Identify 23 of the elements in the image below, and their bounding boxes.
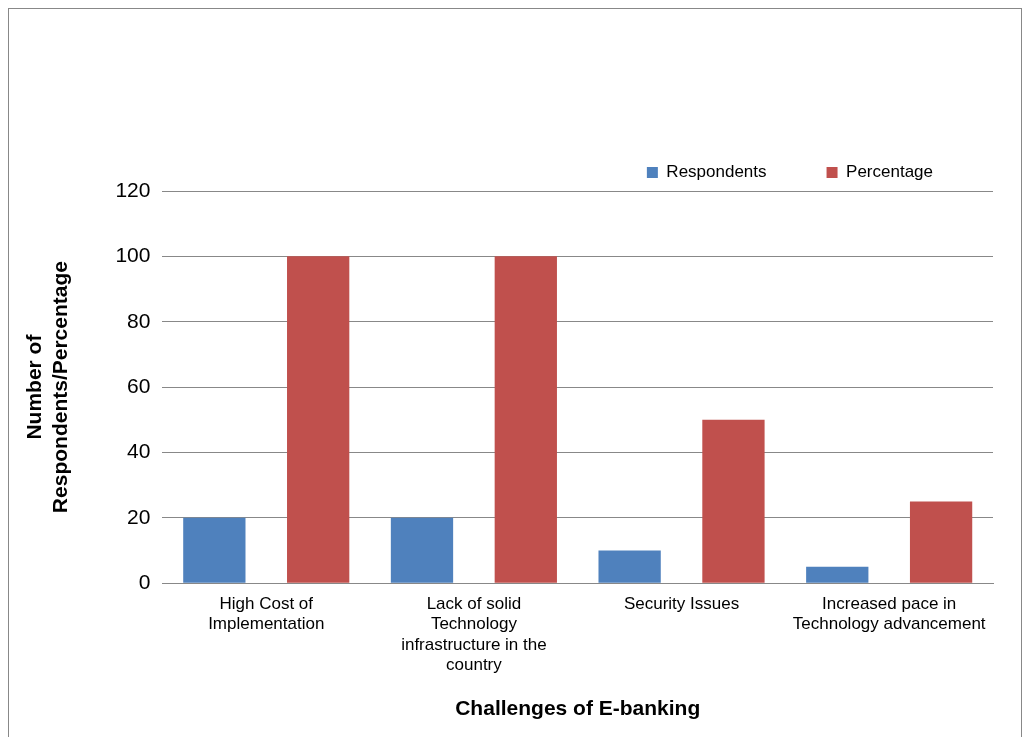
x-tick-label: Increased pace in Technology advancement: [792, 594, 986, 634]
y-tick-label: 20: [127, 504, 151, 528]
bar: [494, 256, 557, 583]
bar: [806, 566, 869, 583]
x-axis-title: Challenges of E-banking: [455, 696, 701, 720]
y-tick-label: 0: [138, 570, 151, 593]
bar: [287, 256, 350, 583]
x-tick-label: Lack of solid Technology infrastructure in the country: [401, 594, 547, 675]
bar: [390, 517, 454, 583]
bar: [909, 501, 973, 583]
y-tick-label: 40: [127, 439, 151, 463]
y-tick-label: 60: [127, 373, 151, 397]
y-tick-label: 80: [127, 308, 151, 332]
legend-label: Respondents: [666, 162, 767, 182]
x-tick-label: High Cost of Implementation: [208, 594, 325, 634]
legend-label: Percentage: [846, 162, 933, 182]
bar: [183, 517, 246, 583]
y-tick-label: 100: [115, 243, 151, 267]
bar: [702, 419, 765, 583]
bar: [598, 550, 661, 583]
y-tick-label: 120: [115, 177, 151, 201]
x-tick-label: Security Issues: [623, 594, 740, 614]
y-axis-title: Number of Respondents/Percentage: [22, 261, 71, 514]
